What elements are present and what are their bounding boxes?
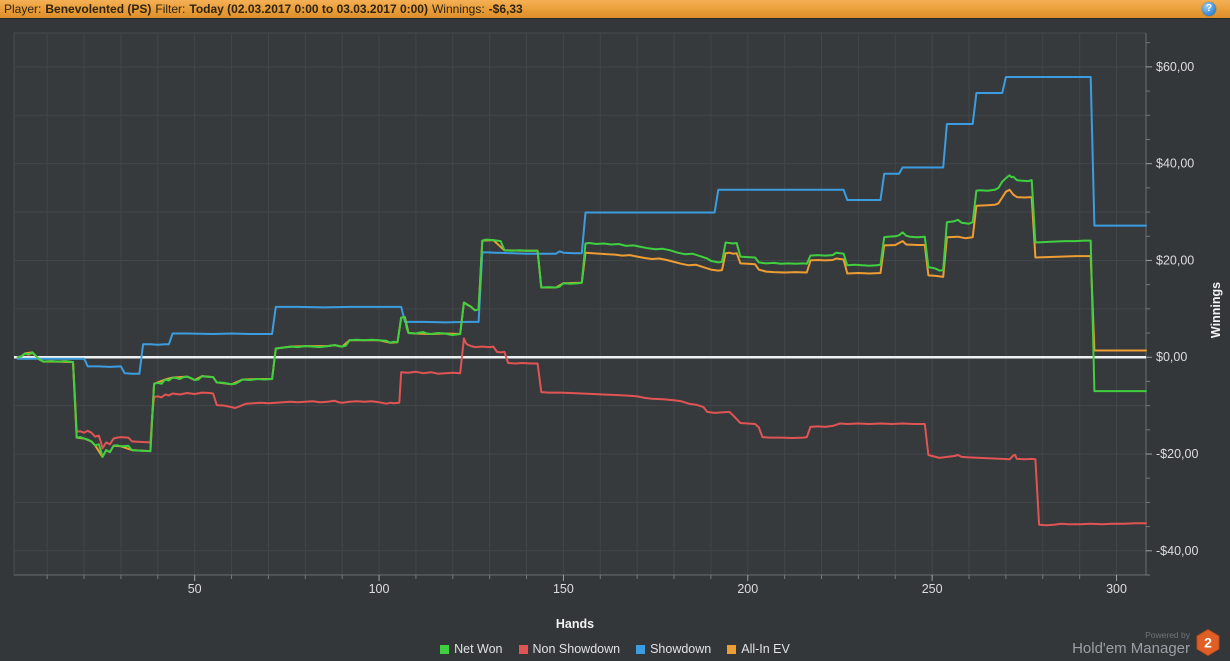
player-value: Benevolented (PS) [45,2,152,16]
legend-swatch-icon [636,644,646,654]
legend-label: All-In EV [741,642,790,656]
x-axis-title: Hands [555,617,595,631]
y-tick-label: $60,00 [1156,60,1194,74]
x-tick-label: 100 [369,582,390,596]
y-tick-label: -$40,00 [1156,544,1198,558]
status-bar: Player: Benevolented (PS) Filter: Today … [0,0,1230,19]
legend-label: Showdown [650,642,712,656]
y-tick-label: $20,00 [1156,253,1194,267]
x-tick-label: 300 [1106,582,1127,596]
x-tick-label: 250 [922,582,943,596]
chart-legend: Net Won Non Showdown Showdown All-In EV [0,639,1230,659]
legend-item-net-won: Net Won [440,642,503,656]
hem2-badge-icon: 2 [1196,629,1220,656]
brand-logo: Powered by Hold'em Manager 2 [1072,629,1220,656]
filter-label: Filter: [155,2,186,16]
x-tick-label: 150 [553,582,574,596]
brand-name-text: Hold'em Manager [1072,639,1190,657]
x-tick-label: 50 [188,582,202,596]
winnings-value: -$6,33 [488,2,523,16]
legend-item-all-in-ev: All-In EV [727,642,790,656]
x-tick-label: 200 [737,582,758,596]
powered-by-text: Powered by [1145,629,1190,640]
series-net-won [16,174,1147,458]
badge-number: 2 [1204,635,1212,651]
help-icon[interactable]: ? [1202,2,1216,16]
player-label: Player: [4,2,42,16]
y-axis-title: Winnings [1209,281,1223,339]
series-non-showdown [16,337,1147,527]
legend-label: Net Won [454,642,503,656]
legend-item-showdown: Showdown [636,642,711,656]
series-showdown [16,76,1147,375]
filter-value: Today (02.03.2017 0:00 to 03.03.2017 0:0… [189,2,428,16]
y-tick-label: $0,00 [1156,350,1187,364]
winnings-label: Winnings: [431,2,485,16]
legend-label: Non Showdown [532,642,621,656]
y-tick-label: $40,00 [1156,157,1194,171]
legend-swatch-icon [518,644,528,654]
y-tick-label: -$20,00 [1156,447,1198,461]
legend-swatch-icon [440,644,450,654]
winnings-chart: 50 100 150 200 250 300 $60,00 $40,00 $20,00 $0,00… [13,32,1198,596]
legend-item-non-showdown: Non Showdown [518,642,621,656]
plot-area [14,33,1146,575]
legend-swatch-icon [727,644,737,654]
